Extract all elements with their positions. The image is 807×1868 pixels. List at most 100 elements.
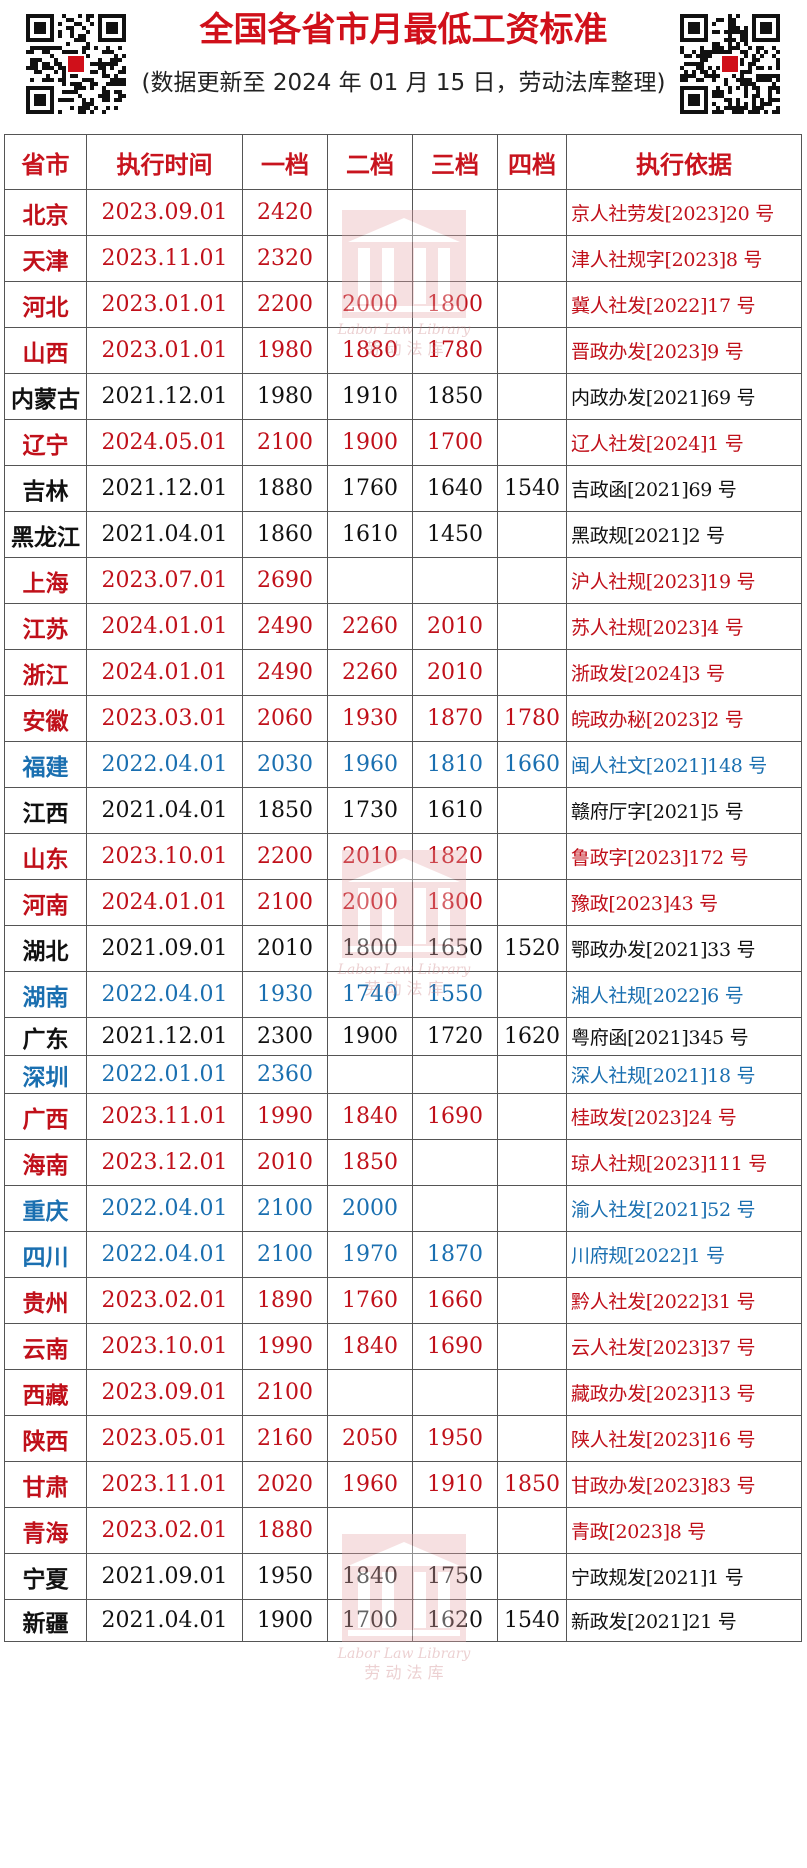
cell-tier-1: 2020 <box>242 1461 328 1508</box>
cell-province: 河北 <box>4 281 87 328</box>
cell-tier-3 <box>412 1139 498 1186</box>
cell-tier-1: 1930 <box>242 971 328 1018</box>
cell-tier-2: 2000 <box>327 879 413 926</box>
minimum-wage-table: 省市 执行时间 一档 二档 三档 四档 执行依据 北京 2023.09.01 242… <box>4 134 802 1642</box>
cell-basis: 黑政规[2021]2 号 <box>566 511 802 558</box>
table-row: 江苏 2024.01.01 2490 2260 2010 苏人社规[2023]4 号 <box>4 603 802 650</box>
cell-basis: 宁政规发[2021]1 号 <box>566 1553 802 1600</box>
table-row: 深圳 2022.01.01 2360 深人社规[2021]18 号 <box>4 1055 802 1094</box>
cell-tier-1: 2360 <box>242 1055 328 1094</box>
table-row: 宁夏 2021.09.01 1950 1840 1750 宁政规发[2021]1 号 <box>4 1553 802 1600</box>
cell-province: 湖南 <box>4 971 87 1018</box>
cell-basis: 云人社发[2023]37 号 <box>566 1323 802 1370</box>
cell-province: 江苏 <box>4 603 87 650</box>
cell-basis: 冀人社发[2022]17 号 <box>566 281 802 328</box>
table-row: 重庆 2022.04.01 2100 2000 渝人社发[2021]52 号 <box>4 1185 802 1232</box>
cell-tier-3: 1620 <box>412 1599 498 1642</box>
cell-tier-1: 2100 <box>242 879 328 926</box>
table-row: 吉林 2021.12.01 1880 1760 1640 1540 吉政函[2021]69 … <box>4 465 802 512</box>
cell-province: 江西 <box>4 787 87 834</box>
cell-tier-1: 1990 <box>242 1093 328 1140</box>
cell-province: 海南 <box>4 1139 87 1186</box>
cell-effective-date: 2021.12.01 <box>86 1017 243 1056</box>
column-header-tier-1: 一档 <box>242 134 328 190</box>
cell-tier-2 <box>327 557 413 604</box>
cell-tier-4: 1520 <box>497 925 567 972</box>
cell-tier-2: 1960 <box>327 741 413 788</box>
cell-tier-4 <box>497 189 567 236</box>
table-row: 西藏 2023.09.01 2100 藏政办发[2023]13 号 <box>4 1369 802 1416</box>
cell-effective-date: 2021.09.01 <box>86 925 243 972</box>
cell-tier-3 <box>412 235 498 282</box>
cell-tier-3: 1950 <box>412 1415 498 1462</box>
cell-tier-2 <box>327 235 413 282</box>
cell-tier-1: 2320 <box>242 235 328 282</box>
cell-effective-date: 2023.01.01 <box>86 327 243 374</box>
cell-tier-4 <box>497 235 567 282</box>
cell-effective-date: 2023.02.01 <box>86 1507 243 1554</box>
table-row: 青海 2023.02.01 1880 青政[2023]8 号 <box>4 1507 802 1554</box>
cell-tier-3: 1640 <box>412 465 498 512</box>
table-row: 黑龙江 2021.04.01 1860 1610 1450 黑政规[2021]2 号 <box>4 511 802 558</box>
cell-basis: 粤府函[2021]345 号 <box>566 1017 802 1056</box>
cell-tier-1: 1990 <box>242 1323 328 1370</box>
cell-effective-date: 2022.04.01 <box>86 1185 243 1232</box>
cell-province: 黑龙江 <box>4 511 87 558</box>
cell-tier-4 <box>497 1277 567 1324</box>
cell-basis: 苏人社规[2023]4 号 <box>566 603 802 650</box>
cell-tier-3 <box>412 189 498 236</box>
cell-basis: 川府规[2022]1 号 <box>566 1231 802 1278</box>
cell-province: 河南 <box>4 879 87 926</box>
table-row: 陕西 2023.05.01 2160 2050 1950 陕人社发[2023]16 号 <box>4 1415 802 1462</box>
cell-basis: 藏政办发[2023]13 号 <box>566 1369 802 1416</box>
cell-tier-3: 1750 <box>412 1553 498 1600</box>
cell-basis: 内政办发[2021]69 号 <box>566 373 802 420</box>
table-row: 湖南 2022.04.01 1930 1740 1550 湘人社规[2022]6 号 <box>4 971 802 1018</box>
cell-province: 贵州 <box>4 1277 87 1324</box>
cell-tier-1: 1890 <box>242 1277 328 1324</box>
table-row: 山西 2023.01.01 1980 1880 1780 晋政办发[2023]9 号 <box>4 327 802 374</box>
table-row: 北京 2023.09.01 2420 京人社劳发[2023]20 号 <box>4 189 802 236</box>
cell-effective-date: 2021.12.01 <box>86 373 243 420</box>
cell-tier-2: 1910 <box>327 373 413 420</box>
table-row: 云南 2023.10.01 1990 1840 1690 云人社发[2023]37 号 <box>4 1323 802 1370</box>
cell-basis: 陕人社发[2023]16 号 <box>566 1415 802 1462</box>
cell-tier-2: 1880 <box>327 327 413 374</box>
table-row: 湖北 2021.09.01 2010 1800 1650 1520 鄂政办发[2021]33… <box>4 925 802 972</box>
cell-tier-4 <box>497 1139 567 1186</box>
cell-tier-3 <box>412 557 498 604</box>
cell-province: 重庆 <box>4 1185 87 1232</box>
cell-tier-1: 2100 <box>242 419 328 466</box>
table-row: 上海 2023.07.01 2690 沪人社规[2023]19 号 <box>4 557 802 604</box>
cell-tier-3: 1650 <box>412 925 498 972</box>
column-header-tier-3: 三档 <box>412 134 498 190</box>
cell-province: 宁夏 <box>4 1553 87 1600</box>
cell-effective-date: 2023.03.01 <box>86 695 243 742</box>
cell-effective-date: 2022.04.01 <box>86 741 243 788</box>
cell-province: 云南 <box>4 1323 87 1370</box>
table-row: 河北 2023.01.01 2200 2000 1800 冀人社发[2022]17 号 <box>4 281 802 328</box>
cell-basis: 新政发[2021]21 号 <box>566 1599 802 1642</box>
cell-effective-date: 2021.09.01 <box>86 1553 243 1600</box>
cell-effective-date: 2023.11.01 <box>86 235 243 282</box>
cell-province: 湖北 <box>4 925 87 972</box>
column-header-tier-4: 四档 <box>497 134 567 190</box>
cell-tier-3 <box>412 1507 498 1554</box>
cell-tier-4 <box>497 971 567 1018</box>
cell-effective-date: 2023.09.01 <box>86 1369 243 1416</box>
cell-effective-date: 2023.12.01 <box>86 1139 243 1186</box>
cell-basis: 辽人社发[2024]1 号 <box>566 419 802 466</box>
cell-tier-4: 1850 <box>497 1461 567 1508</box>
cell-tier-4 <box>497 1323 567 1370</box>
cell-tier-3: 1550 <box>412 971 498 1018</box>
cell-basis: 黔人社发[2022]31 号 <box>566 1277 802 1324</box>
cell-tier-2 <box>327 189 413 236</box>
cell-province: 福建 <box>4 741 87 788</box>
cell-tier-1: 2060 <box>242 695 328 742</box>
cell-tier-2: 1840 <box>327 1093 413 1140</box>
cell-tier-1: 2100 <box>242 1369 328 1416</box>
cell-effective-date: 2023.01.01 <box>86 281 243 328</box>
cell-province: 广东 <box>4 1017 87 1056</box>
cell-effective-date: 2022.04.01 <box>86 971 243 1018</box>
